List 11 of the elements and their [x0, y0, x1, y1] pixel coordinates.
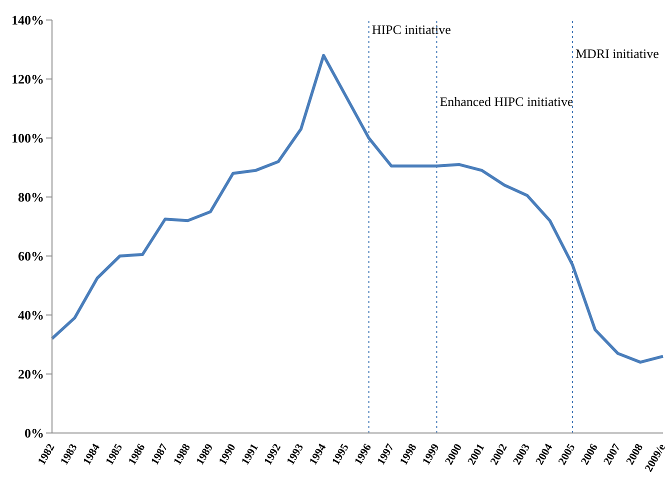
y-tick-label: 140%	[12, 12, 44, 28]
y-tick-label: 80%	[18, 190, 44, 205]
ref-line-label: Enhanced HIPC initiative	[440, 94, 574, 109]
ref-line-label: MDRI initiative	[575, 46, 660, 61]
y-tick-label: 0%	[24, 426, 44, 441]
y-tick-label: 60%	[18, 248, 44, 264]
y-tick-label: 100%	[12, 130, 44, 146]
y-tick-label: 20%	[18, 366, 44, 382]
y-tick-label: 40%	[18, 308, 44, 323]
y-tick-label: 120%	[12, 72, 44, 87]
ref-line-label: HIPC initiative	[372, 22, 452, 37]
